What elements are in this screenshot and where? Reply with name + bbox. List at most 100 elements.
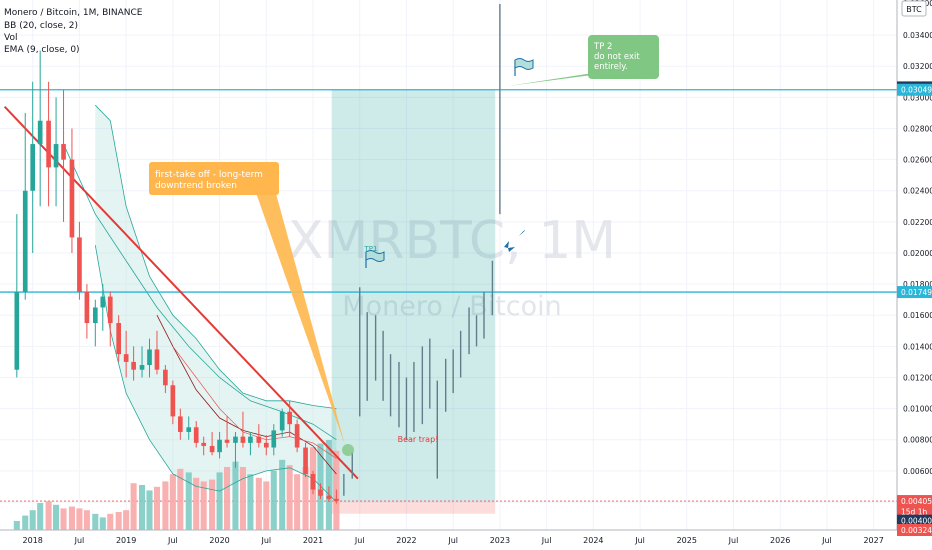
tp1-label: TP1 — [364, 245, 378, 253]
volume-bar — [302, 467, 309, 530]
first-take-pointer — [255, 190, 345, 445]
volume-bar — [130, 483, 137, 530]
time-tick-label: Jul — [821, 536, 832, 545]
horizontal-levels[interactable] — [0, 89, 897, 293]
candle-body — [92, 307, 98, 324]
volume-bar — [29, 510, 36, 530]
volume-bar — [239, 467, 246, 530]
volume-bar — [92, 513, 99, 530]
price-tag-label: 15d 1h — [901, 507, 927, 516]
volume-bar — [279, 459, 286, 530]
volume-bar — [286, 465, 293, 530]
bb-lower-line — [94, 245, 337, 503]
long-position-box[interactable] — [0, 89, 897, 514]
candle-body — [287, 411, 292, 425]
candle-body — [263, 442, 269, 448]
time-tick-label: Jul — [447, 536, 458, 545]
candle-body — [107, 296, 113, 324]
time-tick-label: Jul — [728, 536, 739, 545]
indicator-ema: EMA (9, close, 0) — [4, 45, 80, 55]
time-tick-label: 2026 — [770, 536, 790, 545]
candle-body — [46, 120, 51, 168]
volume-bar — [53, 504, 60, 530]
candle-body — [186, 427, 192, 432]
bollinger-band-fill — [95, 105, 337, 502]
candle-body — [14, 291, 20, 370]
entry-marker — [342, 444, 354, 456]
price-tag-label: 0.004059 — [901, 497, 932, 506]
candle-body — [279, 411, 285, 431]
indicator-bb: BB (20, close, 2) — [4, 21, 78, 31]
volume-bar — [138, 485, 146, 530]
volume-bar — [115, 512, 122, 530]
price-tag-label: 0.003242 — [901, 526, 932, 535]
price-tag-bg — [897, 514, 932, 527]
candle-body — [84, 291, 90, 324]
time-tick-label: Jul — [354, 536, 365, 545]
candle-body — [154, 349, 160, 370]
candle-body — [163, 369, 168, 386]
volume-bar — [294, 474, 301, 530]
volume-bar — [270, 470, 277, 530]
candle-body — [303, 447, 308, 474]
volume-bar — [232, 461, 239, 530]
tp2-text: entirely. — [594, 62, 628, 72]
time-tick-label: Jul — [634, 536, 645, 545]
tp2-flag-icon-flag — [514, 58, 534, 70]
time-axis[interactable]: 2018 Jul 2019 Jul 2020 Jul 2021 Jul 2022 Jul 2023 J… — [0, 529, 932, 550]
volume-bar — [162, 481, 169, 530]
volume-bar — [45, 501, 52, 530]
volume-bar — [99, 517, 106, 530]
candle-body — [271, 430, 277, 448]
candle-body — [201, 442, 207, 446]
tp1-flag-icon-flag — [365, 250, 385, 262]
watermark-ticker: XMRBTC, 1M — [288, 211, 616, 271]
candle-body — [224, 439, 230, 443]
rocket-icon — [508, 230, 525, 248]
volume-bar — [209, 479, 216, 530]
volume-bar — [216, 472, 223, 530]
volume-bar — [22, 515, 29, 530]
bb-inner-line — [63, 143, 337, 441]
volume-bar — [68, 506, 75, 530]
candle-body — [233, 436, 238, 443]
volume-bar — [247, 474, 254, 530]
candle-body — [147, 349, 152, 366]
projection-bars — [343, 4, 501, 496]
candle-body — [30, 144, 36, 191]
bb-fill — [95, 105, 337, 502]
time-tick-label: 2020 — [209, 536, 229, 545]
volume-bar — [177, 468, 184, 530]
candle-body — [22, 190, 28, 292]
price-tags: 0.0306410.0304990.0174950.00405915d 1h0.… — [897, 81, 932, 536]
tp2-text: TP 2 — [593, 42, 612, 52]
bb-basis-line — [172, 346, 337, 459]
volume-bar — [193, 477, 200, 530]
candle-body — [177, 416, 183, 432]
volume-bar — [255, 477, 262, 530]
volume-bar — [13, 521, 20, 530]
price-tag-label: 0.017495 — [901, 288, 932, 297]
volume-bar — [76, 508, 83, 530]
candle-body — [139, 365, 145, 370]
time-tick-label: 2022 — [396, 536, 416, 545]
tp2-text: do not exit — [594, 52, 640, 62]
candles — [14, 50, 339, 504]
volume-bar — [107, 513, 114, 530]
candle-body — [240, 436, 246, 443]
candle-body — [326, 495, 332, 499]
candle-body — [37, 120, 43, 145]
